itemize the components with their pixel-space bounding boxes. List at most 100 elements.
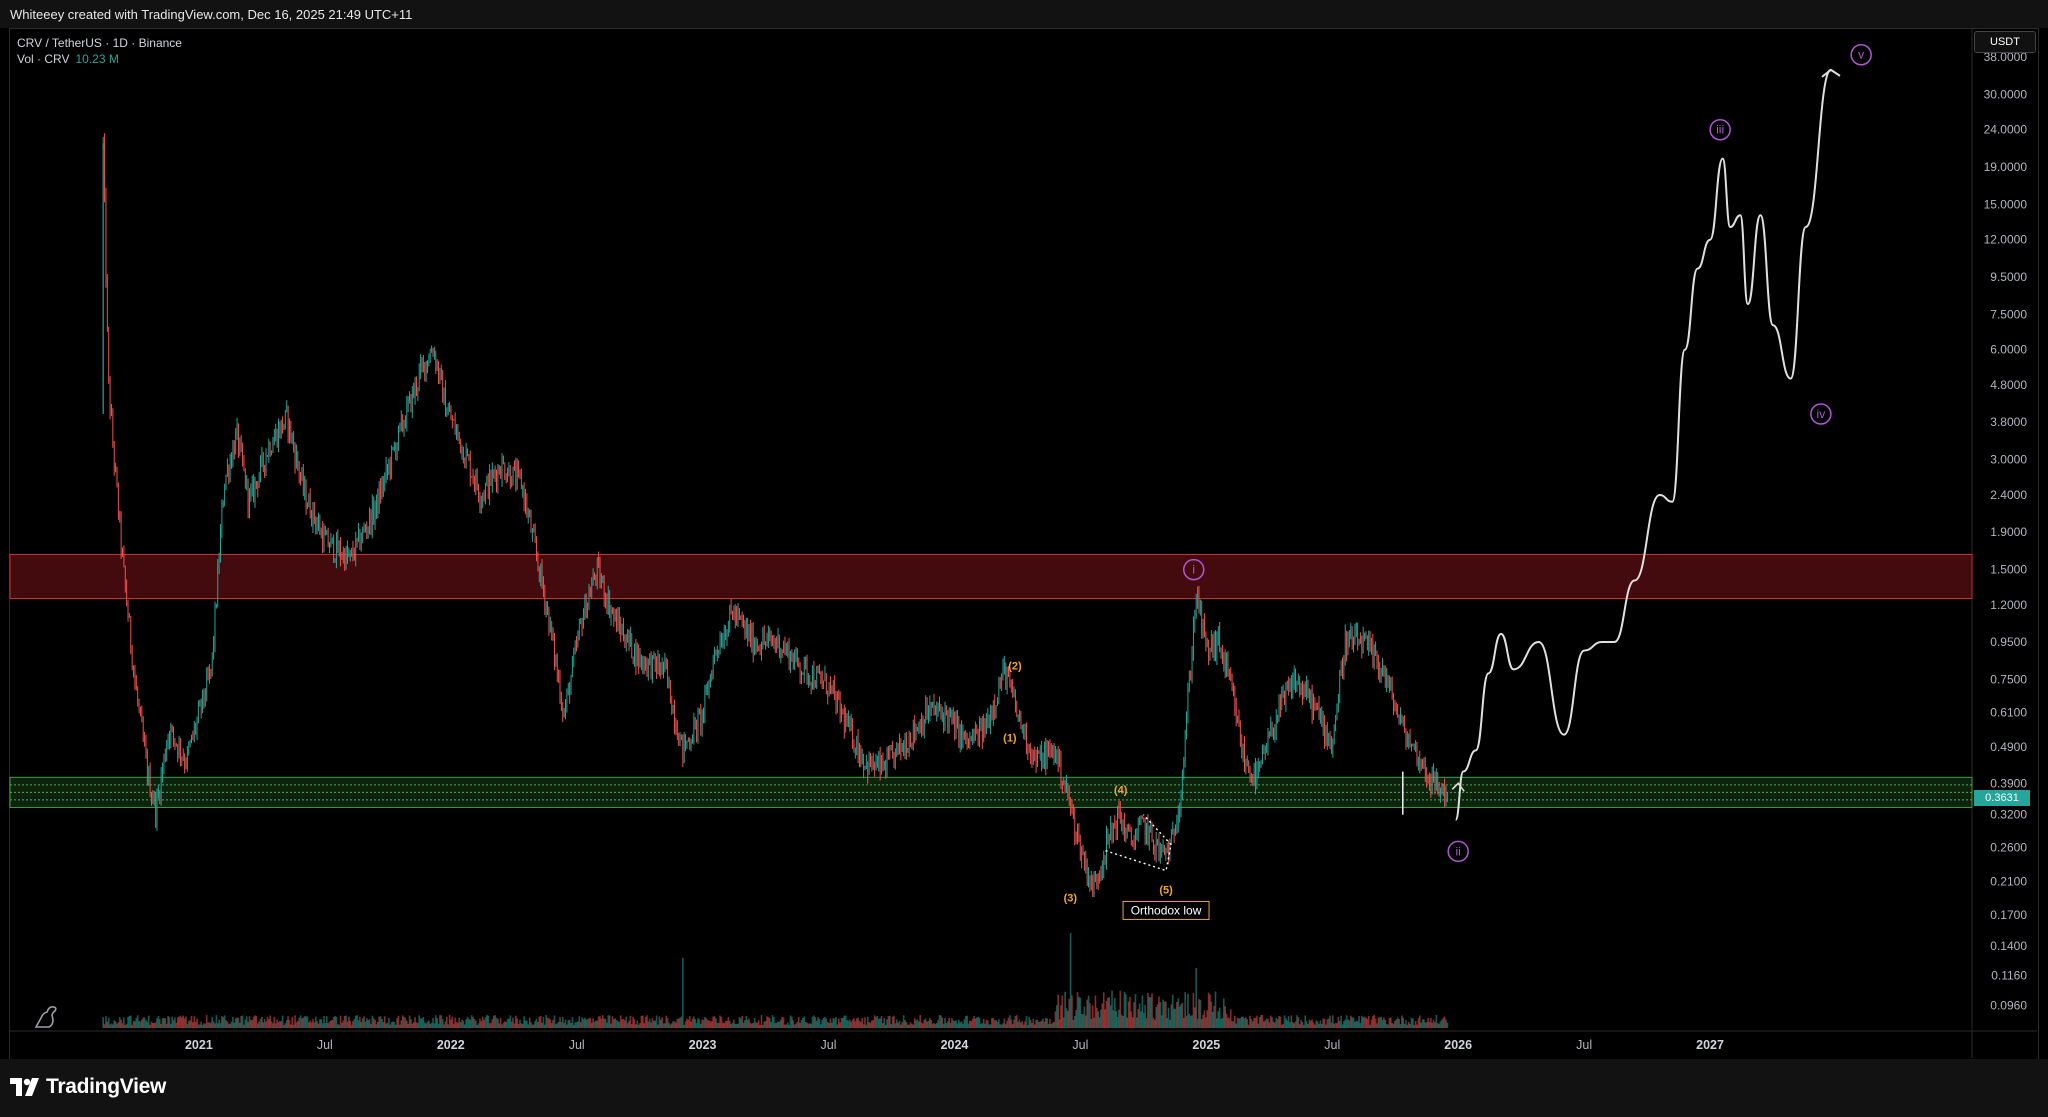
volume-bar <box>857 1017 859 1028</box>
volume-bar <box>1286 1020 1289 1028</box>
volume-bar <box>229 1023 231 1028</box>
volume-bar <box>1238 1018 1240 1028</box>
volume-bar <box>902 1015 905 1028</box>
volume-bar <box>850 1021 852 1028</box>
currency-button[interactable]: USDT <box>1974 31 2036 53</box>
volume-bar <box>890 1024 893 1028</box>
volume-bar <box>657 1024 659 1028</box>
volume-bar <box>1011 1024 1014 1028</box>
y-tick-label: 0.4900 <box>1990 740 2027 754</box>
volume-bar <box>1210 1001 1213 1028</box>
volume-bar <box>363 1016 365 1028</box>
volume-bar <box>370 1023 372 1028</box>
subwave-label: (2) <box>1008 660 1022 672</box>
volume-bar <box>959 1022 962 1028</box>
volume-bar <box>1118 1009 1120 1028</box>
volume-bar <box>1209 994 1211 1028</box>
volume-bar <box>822 1017 825 1028</box>
volume-bar <box>1067 1010 1069 1028</box>
axes: 38.0000 30.0000 24.0000 19.0000 15.0000 12.00… <box>185 50 2027 1052</box>
volume-bar <box>777 1021 779 1028</box>
volume-bar <box>1401 1015 1403 1028</box>
volume-bar <box>753 1017 756 1028</box>
volume-bar <box>724 1020 727 1028</box>
volume-bar <box>265 1021 267 1028</box>
volume-bar <box>592 1018 594 1028</box>
volume-bar <box>129 1015 132 1028</box>
volume-bar <box>484 1017 487 1028</box>
volume-bar <box>1221 1017 1224 1028</box>
volume-bar <box>1038 1022 1040 1028</box>
volume-bar <box>698 1019 701 1028</box>
volume-bar <box>1206 1010 1209 1028</box>
volume-bar <box>956 1023 959 1028</box>
volume-bar <box>633 1019 636 1028</box>
volume-bar <box>397 1015 400 1028</box>
volume-bar <box>401 1015 404 1028</box>
volume-bar <box>1423 1019 1425 1028</box>
volume-bar <box>697 1018 699 1028</box>
volume-bar <box>441 1019 444 1028</box>
volume-bar <box>476 1024 478 1028</box>
volume-bar <box>1171 994 1174 1028</box>
volume-bar <box>294 1015 296 1028</box>
volume-bar <box>1068 998 1071 1028</box>
volume-bar <box>270 1021 273 1028</box>
volume-bar <box>901 1021 904 1028</box>
volume-bar <box>610 1023 612 1028</box>
volume-bar <box>1083 1006 1086 1028</box>
volume-bar <box>1156 1004 1159 1028</box>
volume-bar <box>905 1021 908 1028</box>
volume-bar <box>768 1018 771 1028</box>
tradingview-logo[interactable]: TradingView <box>10 1075 166 1099</box>
volume-bar <box>324 1022 327 1028</box>
volume-bar <box>309 1020 311 1028</box>
volume-bar <box>1125 994 1127 1028</box>
volume-bar <box>817 1017 819 1028</box>
volume-bar <box>596 1020 599 1028</box>
volume-bar <box>953 1020 956 1028</box>
volume-bar <box>1100 1009 1102 1028</box>
dino-icon <box>32 1003 60 1029</box>
volume-bar <box>975 1017 978 1028</box>
volume-bar <box>244 1019 247 1028</box>
volume-bar <box>625 1016 628 1028</box>
volume-bar <box>567 1020 570 1028</box>
volume-bar <box>225 1019 227 1028</box>
volume-bar <box>807 1023 810 1028</box>
volume-bar <box>1340 1015 1342 1028</box>
volume-bar <box>550 1022 553 1028</box>
x-tick-label: 2024 <box>941 1038 969 1052</box>
volume-bar <box>1158 996 1160 1028</box>
volume-bar <box>375 1024 378 1028</box>
volume-bar <box>946 1021 949 1028</box>
volume-bar <box>898 1020 901 1028</box>
last-price-tag: 0.3631 <box>1974 790 2030 806</box>
volume-bar <box>611 1016 614 1028</box>
volume-bar <box>840 1017 843 1028</box>
vol-label: Vol · CRV <box>17 52 70 66</box>
volume-bar <box>1254 1017 1257 1028</box>
volume-bar <box>1170 1004 1173 1028</box>
volume-bar <box>618 1021 621 1028</box>
volume-bar <box>276 1019 278 1028</box>
volume-bar <box>734 1023 737 1028</box>
volume-bar <box>1159 1001 1162 1028</box>
volume-bar <box>1036 1019 1039 1028</box>
volume-bar <box>377 1022 379 1028</box>
volume-bar <box>1430 1017 1432 1028</box>
volume-bar <box>386 1022 389 1028</box>
volume-bar <box>715 1018 717 1028</box>
volume-bar <box>987 1020 989 1028</box>
volume-bar <box>1420 1022 1422 1028</box>
volume-bar <box>299 1015 302 1028</box>
volume-bar <box>499 1017 502 1028</box>
volume-bar <box>672 1021 674 1028</box>
volume-bar <box>1112 1010 1115 1028</box>
y-tick-label: 0.3200 <box>1990 808 2027 822</box>
volume-bar <box>508 1018 510 1028</box>
wave-marker-circle <box>1850 43 1872 66</box>
volume-bar <box>1403 1023 1406 1028</box>
volume-bar <box>102 1017 104 1028</box>
